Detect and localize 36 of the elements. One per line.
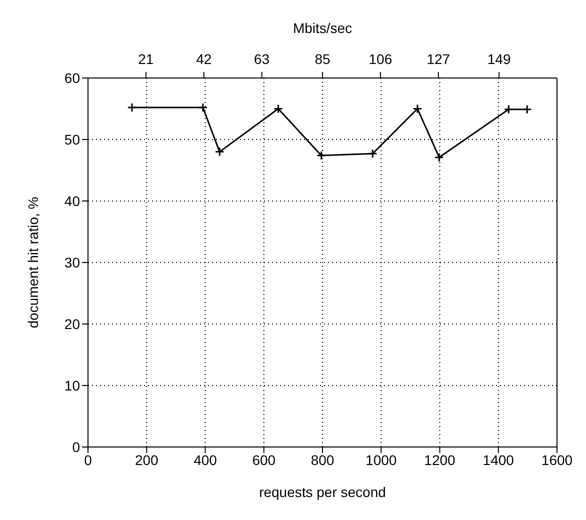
y-tick-label: 60 bbox=[64, 70, 80, 86]
x-tick-label: 400 bbox=[194, 452, 218, 468]
x-tick-label: 600 bbox=[252, 452, 276, 468]
x2-tick-label: 106 bbox=[368, 51, 392, 67]
point bbox=[273, 104, 283, 114]
point bbox=[127, 102, 137, 112]
point bbox=[522, 104, 532, 114]
y-axis-title: document hit ratio, % bbox=[24, 196, 41, 328]
x-tick-label: 1000 bbox=[366, 452, 397, 468]
x-tick-label: 1400 bbox=[482, 452, 514, 468]
y-tick-label: 0 bbox=[72, 438, 80, 455]
point bbox=[504, 104, 514, 114]
x-tick-label: 200 bbox=[134, 452, 159, 468]
y-tick-label: 20 bbox=[64, 316, 80, 332]
x2-tick-label: 21 bbox=[138, 51, 154, 67]
x2-tick-label: 149 bbox=[487, 51, 511, 67]
point bbox=[368, 148, 378, 158]
x-tick-label: 800 bbox=[310, 452, 334, 468]
point bbox=[412, 104, 422, 114]
x2-tick-label: 127 bbox=[426, 51, 450, 67]
point bbox=[316, 150, 326, 160]
x2-axis-title: Mbits/sec bbox=[292, 20, 352, 36]
x2-tick-label: 63 bbox=[254, 51, 270, 67]
x-tick-label: 1600 bbox=[541, 452, 573, 468]
point bbox=[214, 147, 224, 157]
y-tick-label: 50 bbox=[64, 131, 80, 148]
x-tick-label: 0 bbox=[84, 452, 92, 468]
y-tick-label: 40 bbox=[64, 192, 80, 209]
point bbox=[434, 152, 444, 162]
y-tick-label: 10 bbox=[64, 377, 80, 394]
x-axis-title: requests per second bbox=[259, 484, 386, 500]
point bbox=[198, 102, 208, 112]
y-tick-label: 30 bbox=[64, 254, 80, 270]
x2-tick-label: 85 bbox=[314, 51, 330, 67]
x2-tick-label: 42 bbox=[196, 51, 212, 67]
x-tick-label: 1200 bbox=[424, 452, 456, 468]
